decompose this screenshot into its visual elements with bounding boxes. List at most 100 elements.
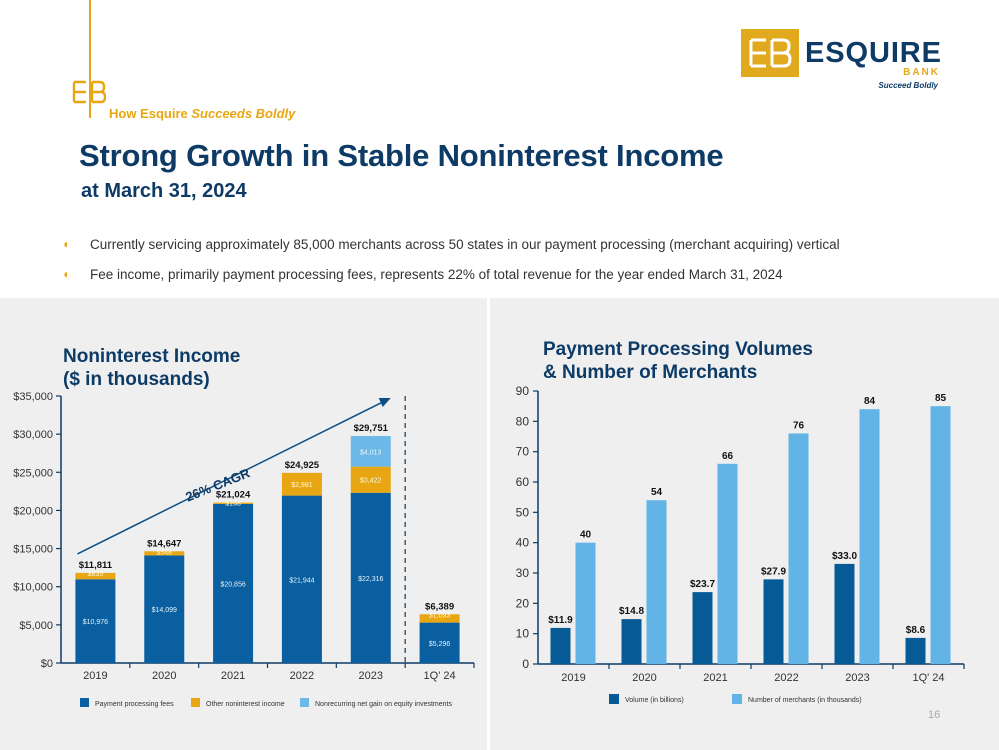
- segment-label: $835: [88, 571, 104, 578]
- y-tick-label: $0: [41, 658, 53, 670]
- y-tick-label: 60: [516, 475, 530, 489]
- page-title: Strong Growth in Stable Noninterest Inco…: [79, 138, 724, 173]
- segment-label: $4,013: [360, 449, 382, 456]
- noninterest-income-panel: Noninterest Income ($ in thousands) $0 $5…: [0, 298, 487, 750]
- segment-label: $5,296: [429, 641, 451, 648]
- chart-title: Noninterest Income ($ in thousands): [63, 346, 241, 390]
- bar-value-label: 76: [793, 420, 805, 431]
- bar-segment: [213, 502, 254, 504]
- y-tick-label: $30,000: [13, 429, 53, 441]
- x-tick-label: 2023: [359, 670, 383, 682]
- bar-total-label: $29,751: [354, 423, 389, 434]
- bar-value-label: $14.8: [619, 606, 644, 617]
- y-tick-label: 30: [516, 566, 530, 580]
- segment-label: $1,093: [429, 612, 451, 619]
- eb-monogram-icon: [72, 80, 106, 104]
- legend-swatch: [80, 698, 89, 707]
- bar-segment: [75, 579, 116, 663]
- payment-processing-chart: 0 10 20 30 40 50 60 70 80 90 $11.9 40 2019 $14.8 54 202…: [516, 384, 965, 704]
- bar: [788, 433, 809, 664]
- x-tick-label: 2022: [290, 670, 314, 682]
- bar: [621, 619, 642, 664]
- x-tick-label: 1Q' 24: [424, 670, 456, 682]
- y-tick-label: 70: [516, 445, 530, 459]
- y-tick-label: $15,000: [13, 544, 53, 556]
- x-tick-label: 1Q' 24: [912, 672, 944, 684]
- bar-value-label: 66: [722, 451, 734, 462]
- bar-segment: [144, 555, 185, 663]
- y-tick-label: $10,000: [13, 582, 53, 594]
- bar-total-label: $6,389: [425, 601, 454, 612]
- x-tick-label: 2022: [774, 672, 798, 684]
- x-tick-label: 2019: [561, 672, 585, 684]
- segment-label: $2,981: [291, 482, 313, 489]
- bullet-text: Currently servicing approximately 85,000…: [90, 236, 840, 252]
- bar: [905, 637, 926, 664]
- y-tick-label: $5,000: [19, 620, 53, 632]
- bar-segment: [281, 472, 322, 496]
- legend-label: Number of merchants (in thousands): [748, 697, 862, 704]
- legend-swatch: [732, 694, 742, 704]
- x-tick-label: 2021: [221, 670, 245, 682]
- bullet-list: ◖ Currently servicing approximately 85,0…: [62, 229, 982, 289]
- bar: [692, 592, 713, 664]
- svg-text:BANK: BANK: [903, 67, 940, 78]
- header-accent-line: [89, 0, 91, 118]
- legend-swatch: [609, 694, 619, 704]
- page-number: 16: [928, 709, 941, 721]
- bar-total-label: $11,811: [79, 560, 113, 571]
- y-tick-label: 20: [516, 596, 530, 610]
- bar-total-label: $21,024: [216, 490, 251, 501]
- legend-label: Payment processing fees: [95, 701, 174, 708]
- bar-value-label: $23.7: [690, 579, 715, 590]
- tagline: How Esquire Succeeds Boldly: [109, 106, 296, 121]
- bar-value-label: 40: [580, 530, 592, 541]
- bar: [550, 627, 571, 664]
- y-tick-label: $20,000: [13, 505, 53, 517]
- bar-value-label: $11.9: [548, 615, 573, 626]
- segment-label: $3,422: [360, 478, 382, 485]
- bar: [834, 563, 855, 664]
- bar-segment: [419, 622, 460, 663]
- y-tick-label: 10: [516, 627, 530, 641]
- legend-swatch: [191, 698, 200, 707]
- y-tick-label: $35,000: [13, 391, 53, 403]
- noninterest-income-chart: $0 $5,000 $10,000 $15,000 $20,000 $25,000 $30,…: [13, 391, 475, 708]
- chart-title: Payment Processing Volumes & Number of M…: [543, 339, 813, 383]
- legend-label: Other noninterest income: [206, 701, 285, 708]
- bar-total-label: $24,925: [285, 460, 320, 471]
- cagr-arrowhead-icon: [378, 398, 391, 407]
- bar-segment: [350, 466, 391, 493]
- y-tick-label: 80: [516, 414, 530, 428]
- esquire-bank-logo: ESQUIRE BANK Succeed Boldly: [741, 29, 941, 90]
- bar-value-label: 54: [651, 487, 663, 498]
- bar: [717, 463, 738, 664]
- y-tick-label: 0: [522, 657, 529, 671]
- segment-label: $548: [156, 549, 172, 556]
- bar-value-label: 84: [864, 396, 876, 407]
- x-tick-label: 2020: [632, 672, 656, 684]
- bar-segment: [213, 503, 254, 663]
- bar: [930, 406, 951, 664]
- bar-segment: [350, 436, 391, 467]
- y-tick-label: 50: [516, 505, 530, 519]
- segment-label: $168: [225, 501, 241, 508]
- payment-processing-panel: Payment Processing Volumes & Number of M…: [490, 298, 999, 750]
- bar-segment: [419, 614, 460, 623]
- x-tick-label: 2019: [83, 670, 107, 682]
- bar-value-label: $27.9: [761, 566, 786, 577]
- y-tick-label: 90: [516, 384, 530, 398]
- bar: [859, 409, 880, 664]
- bullet-arrow-icon: ◖: [62, 237, 70, 251]
- svg-text:ESQUIRE: ESQUIRE: [805, 37, 941, 69]
- x-tick-label: 2023: [845, 672, 869, 684]
- bar-total-label: $14,647: [147, 538, 181, 549]
- segment-label: $14,099: [152, 607, 177, 614]
- x-tick-label: 2020: [152, 670, 176, 682]
- y-tick-label: $25,000: [13, 467, 53, 479]
- x-tick-label: 2021: [703, 672, 727, 684]
- legend-label: Nonrecurring net gain on equity investme…: [315, 701, 452, 708]
- cagr-arrow-line: [77, 401, 384, 555]
- bar-value-label: $33.0: [832, 551, 857, 562]
- segment-label: $20,856: [220, 581, 245, 588]
